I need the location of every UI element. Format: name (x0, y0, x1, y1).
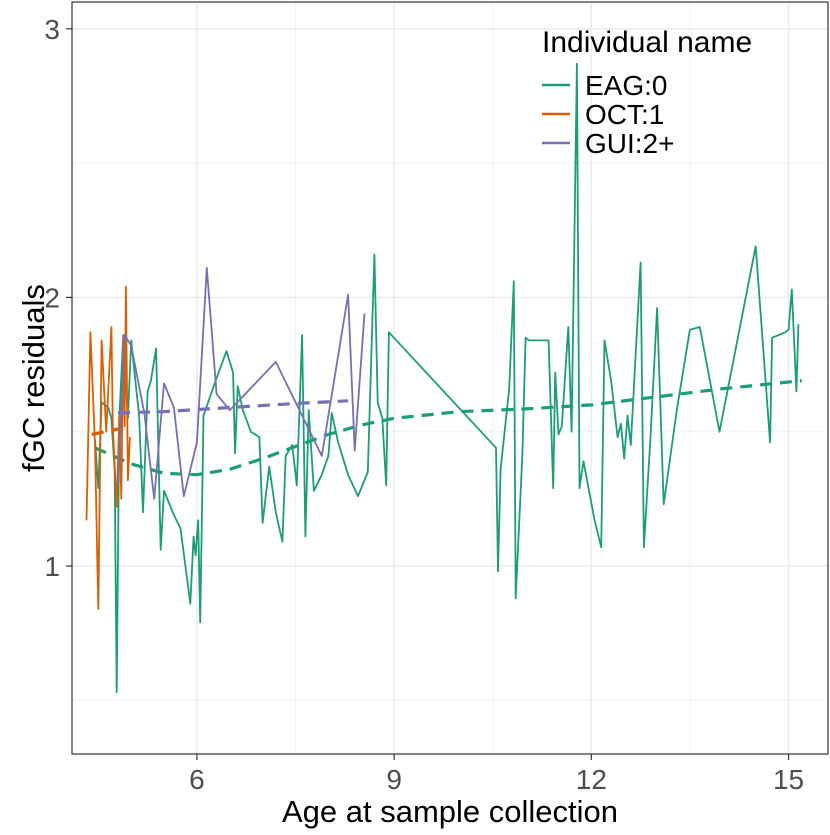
x-tick-label: 12 (576, 764, 607, 795)
x-tick-label: 9 (386, 764, 402, 795)
legend-title: Individual name (542, 26, 752, 59)
trend-line (117, 399, 349, 415)
series-1 (85, 285, 131, 610)
trend-line (94, 379, 802, 477)
grid-layer (72, 2, 828, 754)
x-axis-title: Age at sample collection (282, 794, 618, 829)
panel-border (71, 1, 829, 755)
y-tick-label: 2 (44, 282, 60, 313)
x-tick-label: 15 (773, 764, 804, 795)
series-2 (117, 266, 366, 500)
legend-label: EAG:0 (585, 70, 667, 101)
series-line (94, 62, 800, 694)
y-axis-title: fGC residuals (16, 284, 51, 472)
y-tick-label: 1 (44, 551, 60, 582)
x-tick-label: 6 (189, 764, 205, 795)
legend-label: GUI:2+ (585, 128, 674, 159)
y-tick-label: 3 (44, 14, 60, 45)
series-line (85, 285, 131, 610)
series-line (117, 266, 366, 500)
series-layer (85, 62, 802, 694)
legend-label: OCT:1 (585, 99, 664, 130)
trend-line (91, 424, 131, 436)
